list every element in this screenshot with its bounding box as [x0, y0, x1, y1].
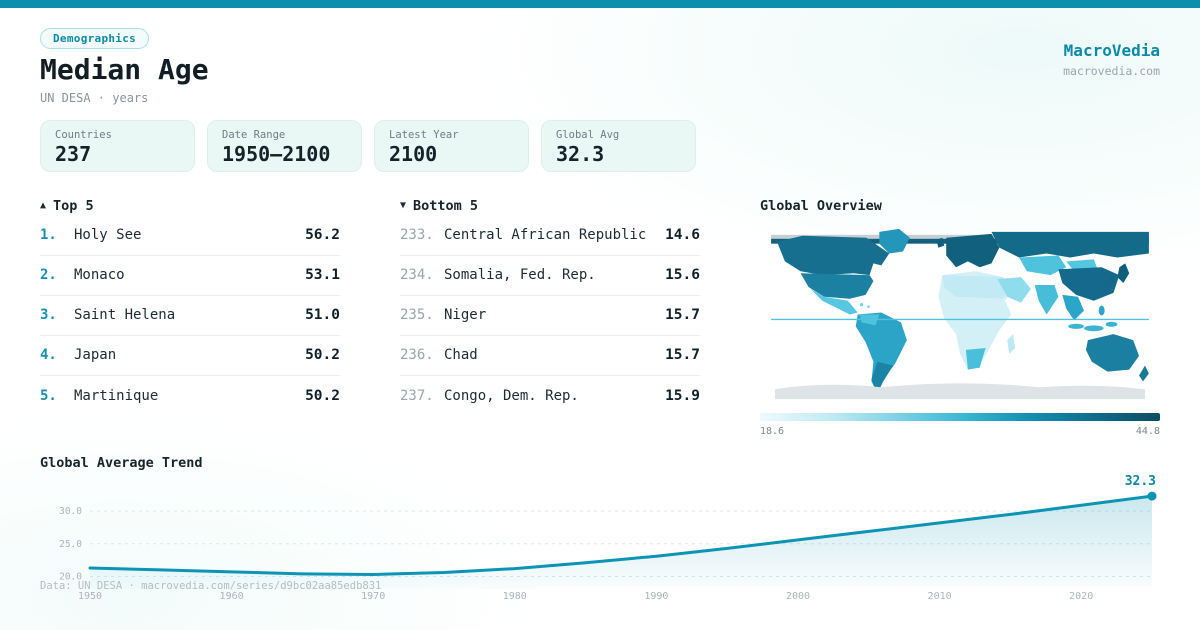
page-title: Median Age	[40, 53, 209, 86]
stat-value: 1950—2100	[222, 141, 331, 166]
svg-text:30.0: 30.0	[59, 506, 82, 517]
country-name: Martinique	[74, 387, 159, 404]
trend-title: Global Average Trend	[40, 454, 203, 471]
stat-card-date-range: Date Range 1950—2100	[207, 119, 362, 172]
page-subtitle: UN DESA · years	[40, 90, 149, 105]
country-name: Holy See	[74, 227, 142, 244]
country-name: Japan	[74, 347, 117, 364]
country-name: Chad	[444, 347, 478, 364]
brand-block: MacroVedia macrovedia.com	[1063, 27, 1160, 78]
country-name: Somalia, Fed. Rep.	[444, 267, 596, 284]
country-name: Saint Helena	[74, 307, 176, 324]
stat-label: Latest Year	[389, 128, 459, 141]
bottom5-row: 235. Niger 15.7	[400, 296, 700, 336]
svg-text:2010: 2010	[928, 591, 952, 602]
world-choropleth-map	[771, 228, 1149, 399]
bottom5-title: Bottom 5	[413, 197, 479, 214]
accent-topbar	[0, 0, 1200, 8]
header: Demographics Median Age UN DESA · years …	[40, 8, 1160, 105]
scale-min-label: 18.6	[760, 425, 785, 437]
stat-label: Countries	[55, 128, 112, 141]
stat-label: Date Range	[222, 128, 286, 141]
category-badge[interactable]: Demographics	[40, 28, 150, 49]
country-value: 15.6	[665, 267, 700, 284]
rank: 234.	[400, 267, 434, 284]
rank: 3.	[40, 307, 57, 324]
svg-text:1960: 1960	[220, 591, 244, 602]
scale-max-label: 44.8	[1135, 425, 1160, 437]
stat-cards: Countries 237 Date Range 1950—2100 Lates…	[40, 119, 1160, 172]
country-name: Niger	[444, 307, 487, 324]
svg-text:2000: 2000	[786, 591, 810, 602]
bottom5-section: ▼ Bottom 5 233. Central African Republic…	[400, 198, 700, 437]
rank: 235.	[400, 307, 434, 324]
color-scale-bar	[760, 412, 1160, 421]
top5-row: 4. Japan 50.2	[40, 336, 340, 376]
footer-source[interactable]: Data: UN DESA · macrovedia.com/series/d9…	[40, 579, 382, 592]
rank: 1.	[40, 227, 57, 244]
svg-text:25.0: 25.0	[59, 539, 82, 550]
svg-text:1990: 1990	[644, 591, 668, 602]
svg-text:1980: 1980	[503, 591, 527, 602]
stat-card-latest-year: Latest Year 2100	[374, 119, 529, 172]
svg-text:20.0: 20.0	[59, 571, 82, 582]
stat-card-countries: Countries 237	[40, 119, 195, 172]
rank: 233.	[400, 227, 434, 244]
top5-row: 2. Monaco 53.1	[40, 256, 340, 296]
brand-name[interactable]: MacroVedia	[1063, 41, 1160, 60]
country-value: 56.2	[305, 227, 340, 244]
rank: 236.	[400, 347, 434, 364]
country-value: 14.6	[665, 227, 700, 244]
bottom5-row: 234. Somalia, Fed. Rep. 15.6	[400, 256, 700, 296]
country-value: 15.9	[665, 387, 700, 404]
country-name: Congo, Dem. Rep.	[444, 387, 579, 404]
top5-row: 1. Holy See 56.2	[40, 216, 340, 256]
trend-section: Global Average Trend 20.0 25.0 30.0 1950 196…	[40, 455, 1160, 603]
rank: 5.	[40, 387, 57, 404]
brand-domain[interactable]: macrovedia.com	[1063, 64, 1160, 78]
rank: 237.	[400, 387, 434, 404]
stat-value: 2100	[389, 141, 438, 166]
global-overview-section: Global Overview	[760, 198, 1160, 437]
bottom5-row: 237. Congo, Dem. Rep. 15.9	[400, 376, 700, 416]
country-name: Central African Republic	[444, 227, 647, 244]
stat-card-global-avg: Global Avg 32.3	[541, 119, 696, 172]
bottom5-row: 236. Chad 15.7	[400, 336, 700, 376]
rank: 4.	[40, 347, 57, 364]
country-name: Monaco	[74, 267, 125, 284]
svg-text:2020: 2020	[1069, 591, 1093, 602]
stat-label: Global Avg	[556, 128, 620, 141]
top5-section: ▲ Top 5 1. Holy See 56.2 2. Monaco 53.1 …	[40, 198, 340, 437]
country-value: 50.2	[305, 347, 340, 364]
bottom5-header: ▼ Bottom 5	[400, 198, 700, 214]
stat-value: 32.3	[556, 141, 605, 166]
triangle-up-icon: ▲	[40, 200, 47, 212]
map-title: Global Overview	[760, 197, 882, 214]
rank: 2.	[40, 267, 57, 284]
country-value: 50.2	[305, 387, 340, 404]
triangle-down-icon: ▼	[400, 200, 407, 212]
svg-text:1970: 1970	[361, 591, 385, 602]
stat-value: 237	[55, 141, 92, 166]
trend-area-chart: 20.0 25.0 30.0 1950 1960 1970 1980 1990 2000 2010…	[59, 475, 1157, 602]
country-value: 51.0	[305, 307, 340, 324]
country-value: 53.1	[305, 267, 340, 284]
svg-text:1950: 1950	[78, 591, 102, 602]
header-left: Demographics Median Age UN DESA · years	[40, 27, 209, 105]
svg-text:32.3: 32.3	[1125, 475, 1156, 489]
country-value: 15.7	[665, 307, 700, 324]
bottom5-row: 233. Central African Republic 14.6	[400, 216, 700, 256]
top5-header: ▲ Top 5	[40, 198, 340, 214]
top5-row: 5. Martinique 50.2	[40, 376, 340, 416]
top5-row: 3. Saint Helena 51.0	[40, 296, 340, 336]
country-value: 15.7	[665, 347, 700, 364]
top5-title: Top 5	[53, 197, 94, 214]
